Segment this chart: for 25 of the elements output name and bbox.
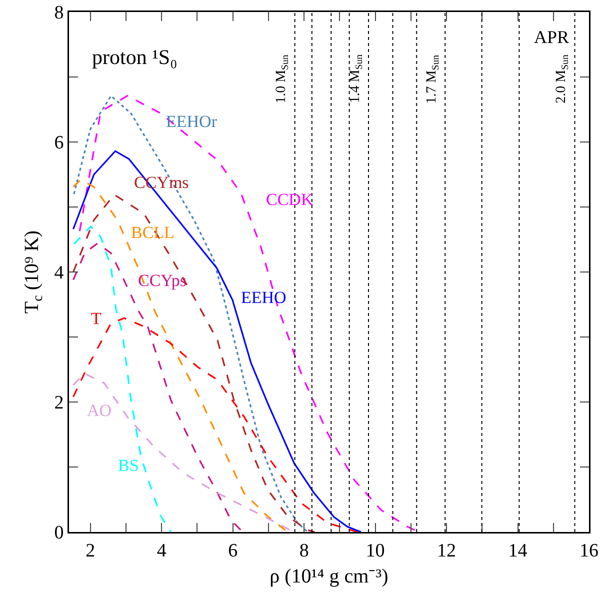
series-label: EEHO bbox=[241, 288, 286, 307]
annotation: proton ¹S₀ bbox=[92, 45, 178, 69]
x-tick-label: 8 bbox=[299, 540, 309, 562]
annotation: APR bbox=[534, 27, 570, 47]
series-label: T bbox=[91, 309, 102, 328]
y-tick-label: 6 bbox=[54, 132, 64, 154]
series-label: CCDK bbox=[266, 190, 314, 209]
series-label: CCYps bbox=[138, 271, 187, 290]
x-tick-label: 6 bbox=[228, 540, 238, 562]
y-tick-label: 8 bbox=[54, 2, 64, 24]
x-tick-label: 4 bbox=[156, 540, 167, 562]
series-label: BS bbox=[118, 456, 139, 475]
x-tick-label: 16 bbox=[580, 540, 598, 562]
x-tick-label: 12 bbox=[437, 540, 456, 562]
x-tick-label: 10 bbox=[366, 540, 385, 562]
series-label: AO bbox=[87, 401, 112, 420]
series-label: EEHOr bbox=[166, 112, 218, 131]
x-tick-label: 14 bbox=[508, 540, 528, 562]
y-tick-label: 2 bbox=[54, 392, 64, 414]
y-tick-label: 0 bbox=[54, 522, 64, 544]
y-tick-label: 4 bbox=[54, 262, 64, 284]
x-tick-label: 2 bbox=[86, 540, 96, 562]
series-label: BCLL bbox=[131, 223, 174, 242]
line-series bbox=[72, 150, 362, 532]
x-axis-title: ρ (10¹⁴ g cm⁻³) bbox=[270, 566, 388, 588]
